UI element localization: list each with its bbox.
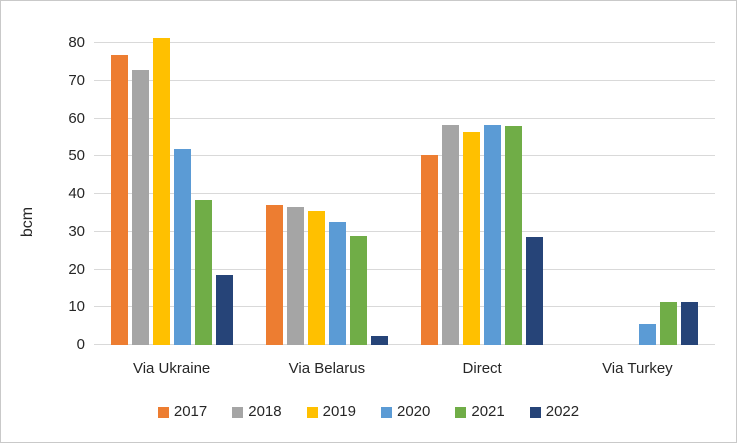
y-tick-50: 50 [68,147,85,165]
legend-item-2021: 2021 [455,402,505,422]
gridline-20 [94,268,715,270]
bar-group-via-turkey [576,302,699,345]
bar-2018-via-belarus [286,207,304,345]
y-tick-80: 80 [68,34,85,52]
x-label-via-belarus: Via Belarus [288,360,366,377]
legend-swatch-2021 [455,406,467,418]
legend-swatch-2018 [232,406,244,418]
legend-swatch-2017 [157,406,169,418]
x-label-via-ukraine: Via Ukraine [132,360,211,377]
bar-group-direct [421,125,544,345]
gridline-30 [94,230,715,232]
y-tick-40: 40 [68,185,85,203]
bar-2022-via-ukraine [215,275,233,345]
gridline-60 [94,117,715,119]
x-label-direct: Direct [462,360,502,377]
bar-2020-direct [484,125,502,345]
bar-2020-via-ukraine [173,149,191,345]
bar-2021-direct [505,126,523,345]
legend-item-2018: 2018 [232,402,282,422]
bar-2017-via-belarus [265,205,283,345]
bar-group-via-ukraine [110,38,233,345]
legend-item-2019: 2019 [306,402,356,422]
bar-2021-via-turkey [660,302,678,345]
gridline-50 [94,155,715,157]
gridline-80 [94,42,715,44]
bar-2017-direct [421,155,439,345]
y-tick-20: 20 [68,260,85,278]
legend-label-2018: 2018 [248,403,282,420]
bar-2018-direct [442,125,460,345]
bar-2017-via-ukraine [110,55,128,345]
legend-item-2022: 2022 [529,402,580,422]
legend-label-2019: 2019 [322,403,356,420]
legend: 2017 2018 2019 2020 2021 2022 [1,402,736,422]
bar-2020-via-turkey [639,324,657,345]
y-tick-70: 70 [68,72,85,89]
y-tick-0: 0 [76,336,85,353]
bar-2019-via-belarus [307,211,325,345]
bar-group-via-belarus [265,205,388,345]
y-tick-60: 60 [68,109,85,127]
legend-label-2017: 2017 [173,403,208,420]
gridline-70 [94,80,715,82]
bar-2022-direct [526,237,544,345]
x-axis-line [94,344,715,345]
legend-item-2020: 2020 [381,402,430,422]
plot-area [94,23,715,345]
legend-label-2022: 2022 [545,403,580,420]
legend-swatch-2019 [306,406,318,418]
bar-2019-via-ukraine [152,38,170,345]
legend-label-2021: 2021 [471,403,505,420]
legend-swatch-2020 [381,406,392,418]
bar-2020-via-belarus [328,222,346,345]
bar-2021-via-belarus [349,236,367,345]
gridline-10 [94,306,715,308]
legend-item-2017: 2017 [157,402,208,422]
gridline-40 [94,193,715,195]
y-tick-30: 30 [68,222,85,240]
y-tick-10: 10 [68,298,85,316]
bar-2019-direct [463,132,481,345]
bar-2022-via-belarus [370,336,388,345]
bar-2018-via-ukraine [131,70,149,345]
bar-2022-via-turkey [681,302,699,345]
x-label-via-turkey: Via Turkey [602,360,673,377]
legend-swatch-2022 [529,406,541,418]
legend-label-2020: 2020 [397,403,431,420]
bar-2021-via-ukraine [194,200,212,345]
